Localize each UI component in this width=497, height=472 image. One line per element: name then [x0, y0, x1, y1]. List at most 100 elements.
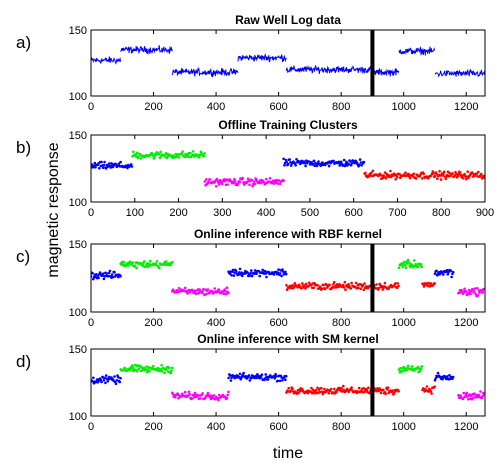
- data-point: [463, 172, 466, 176]
- data-point: [102, 277, 106, 281]
- data-point: [145, 365, 148, 368]
- data-point: [161, 370, 164, 373]
- data-point: [433, 174, 437, 178]
- data-point: [177, 397, 180, 400]
- data-point: [327, 164, 331, 168]
- data-point: [177, 287, 181, 290]
- data-point: [205, 292, 208, 296]
- data-point: [304, 282, 308, 286]
- data-point: [130, 165, 134, 168]
- data-point: [208, 394, 211, 397]
- data-point: [320, 287, 324, 291]
- x-tick-label: 200: [144, 317, 162, 329]
- data-point: [104, 374, 108, 377]
- data-point: [463, 395, 467, 399]
- data-point: [389, 169, 392, 173]
- data-point: [278, 182, 282, 186]
- cluster-0-2: [433, 268, 455, 279]
- data-point: [281, 268, 284, 271]
- data-point: [230, 376, 233, 380]
- data-point: [350, 386, 353, 389]
- data-point: [212, 394, 216, 397]
- data-point: [433, 272, 437, 276]
- data-point: [135, 151, 139, 155]
- cluster-0-0: [91, 374, 122, 386]
- data-point: [226, 393, 229, 397]
- data-point: [451, 172, 454, 175]
- data-point: [263, 377, 267, 380]
- data-point: [100, 380, 103, 384]
- series-line-segment: [120, 45, 173, 55]
- x-tick-label: 1200: [454, 101, 478, 113]
- data-point: [427, 390, 430, 393]
- data-point: [135, 266, 138, 270]
- data-point: [110, 376, 113, 379]
- data-point: [218, 393, 221, 397]
- data-point: [197, 291, 201, 295]
- data-point: [114, 382, 118, 386]
- cluster-2-0: [171, 286, 230, 297]
- x-tick-label: 200: [169, 207, 187, 219]
- x-tick-label: 600: [269, 421, 287, 433]
- data-point: [392, 392, 396, 395]
- x-tick-label: 400: [207, 101, 225, 113]
- data-point: [152, 364, 155, 368]
- data-point: [203, 152, 206, 155]
- data-point: [472, 396, 475, 399]
- data-point: [132, 150, 135, 154]
- data-point: [228, 374, 232, 377]
- data-point: [158, 156, 162, 159]
- data-point: [465, 391, 469, 395]
- series-line-segment: [434, 68, 485, 78]
- data-point: [165, 156, 168, 160]
- data-point: [258, 274, 262, 278]
- data-point: [107, 271, 111, 275]
- data-point: [92, 277, 95, 281]
- data-point: [141, 264, 144, 268]
- data-point: [473, 290, 476, 293]
- y-tick-label: 150: [69, 25, 87, 37]
- axes-box: [90, 134, 486, 203]
- data-point: [148, 370, 151, 373]
- panel-label: c): [16, 247, 30, 266]
- data-point: [205, 178, 208, 181]
- x-tick-label: 900: [476, 207, 494, 219]
- data-point: [142, 260, 146, 263]
- data-point: [467, 398, 470, 401]
- data-point: [292, 285, 296, 289]
- cluster-1-0: [119, 363, 174, 375]
- y-tick-label: 150: [69, 130, 87, 142]
- data-point: [403, 264, 407, 267]
- data-point: [272, 374, 276, 378]
- data-point: [119, 160, 122, 164]
- data-point: [349, 287, 353, 290]
- data-point: [444, 177, 448, 181]
- data-point: [314, 161, 317, 165]
- panel-4: 0 200 400 600 800 1000 1200 100 150 Online infere…: [16, 332, 486, 433]
- data-point: [238, 267, 242, 271]
- data-point: [266, 378, 270, 381]
- data-point: [362, 288, 366, 292]
- data-point: [312, 286, 316, 290]
- data-point: [420, 365, 424, 368]
- data-point: [136, 370, 139, 373]
- data-point: [196, 153, 200, 157]
- data-point: [449, 269, 453, 273]
- data-point: [206, 391, 210, 395]
- data-point: [227, 376, 230, 380]
- data-point: [147, 262, 150, 266]
- data-point: [188, 151, 192, 155]
- data-point: [383, 281, 387, 285]
- data-point: [220, 182, 224, 186]
- cluster-2-0: [203, 176, 285, 188]
- data-point: [332, 280, 336, 284]
- data-point: [155, 260, 159, 263]
- data-point: [307, 281, 311, 285]
- data-point: [446, 273, 450, 276]
- data-point: [104, 381, 107, 385]
- series-line-segment: [171, 66, 239, 78]
- data-point: [317, 160, 320, 163]
- data-point: [139, 369, 143, 373]
- data-point: [250, 269, 253, 272]
